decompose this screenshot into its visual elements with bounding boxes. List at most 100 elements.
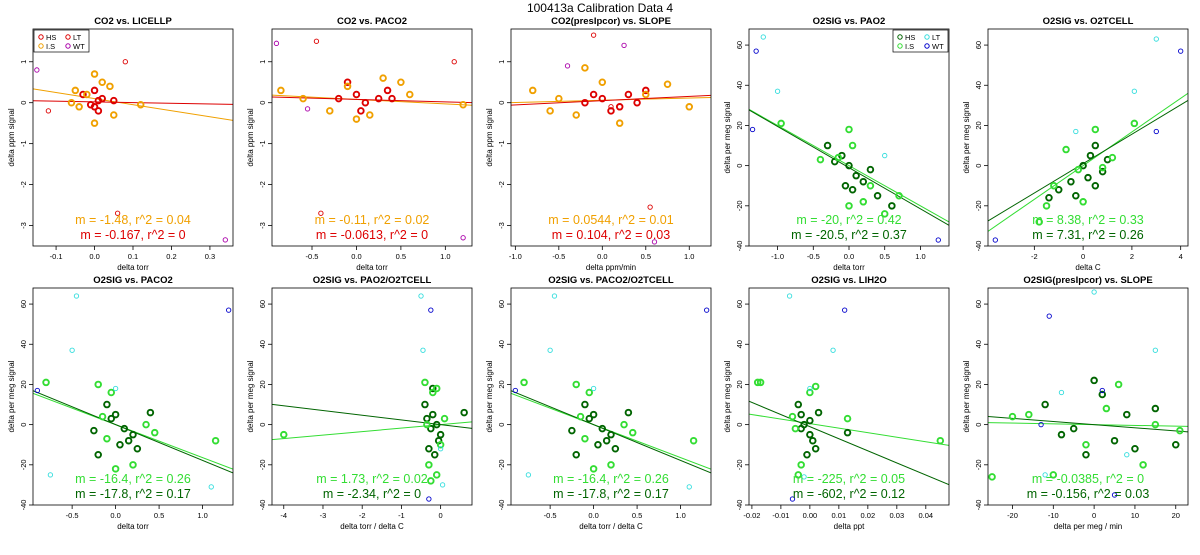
data-point-wt [992, 237, 998, 243]
data-point-hs [430, 451, 439, 459]
data-point-ls [615, 119, 624, 127]
data-point-ls [756, 378, 765, 387]
y-tick-label: 0 [974, 164, 983, 168]
fit-line-2 [511, 94, 711, 106]
data-point-hs [103, 400, 111, 409]
data-point-hs [823, 141, 832, 150]
x-tick-label: -3 [320, 511, 327, 520]
x-tick-label: 0.0 [351, 252, 361, 261]
data-point-hs [1110, 436, 1119, 445]
data-point-hs [1069, 424, 1078, 433]
data-point-wt [1111, 492, 1118, 498]
data-point-wt [621, 42, 627, 49]
data-point-ls [555, 94, 563, 103]
data-point-hs [1041, 400, 1049, 409]
y-tick-label: 60 [974, 41, 983, 49]
x-tick-label: -0.1 [50, 252, 63, 261]
y-tick-label: 20 [258, 380, 267, 388]
data-point-hs [120, 424, 129, 433]
data-point-lt [590, 32, 597, 38]
data-point-ls [397, 78, 405, 86]
data-point-ls [607, 461, 615, 469]
y-tick-label: 40 [735, 81, 744, 89]
data-point-hs [429, 384, 437, 393]
data-point-ls [1050, 181, 1058, 190]
fit-line-2 [988, 415, 1188, 433]
x-axis-label: delta torr [117, 522, 149, 531]
data-point-hs [841, 181, 850, 190]
x-tick-label: 1.0 [440, 252, 450, 261]
data-point-ls [83, 90, 91, 99]
legend-marker-is [897, 43, 903, 49]
data-point-hs [598, 424, 607, 433]
data-point-lt [1131, 88, 1137, 94]
panel-4: O2SIG vs. PAO2 -1.0 -0.5 0.0 0.5 1.0 -40 -20 0 20… [723, 16, 950, 272]
data-point-hs [116, 440, 124, 449]
x-tick-label: 1.0 [675, 511, 685, 520]
data-point-ls [94, 380, 102, 389]
legend-label: WT [932, 42, 944, 51]
data-point-hs [806, 430, 814, 439]
data-point-ls [1049, 471, 1058, 479]
y-axis-label: delta ppm signal [7, 108, 16, 166]
x-tick-label: 0.5 [641, 252, 651, 261]
plot-title: CO2 vs. PACO2 [337, 16, 407, 27]
data-point-hs [811, 444, 820, 453]
y-tick-label: -1 [19, 140, 28, 147]
data-point-wt [935, 237, 941, 243]
data-point-lt [830, 347, 836, 353]
y-tick-label: 20 [497, 380, 506, 388]
legend-marker-hs [38, 34, 44, 40]
data-point-ls [1151, 420, 1160, 429]
data-point-ls [90, 119, 99, 127]
data-point-ls [788, 412, 797, 421]
x-tick-label: -2 [359, 511, 366, 520]
data-point-lt [73, 293, 80, 299]
data-point-hs [427, 424, 435, 433]
fit-annotation-1: m = 8.38, r^2 = 0.33 [1032, 213, 1144, 227]
y-tick-label: 40 [974, 81, 983, 89]
y-tick-label: -2 [19, 181, 28, 188]
legend-label: WT [73, 42, 85, 51]
data-point-ls [797, 461, 805, 469]
fit-annotation-1: m = -16.4, r^2 = 0.26 [553, 472, 669, 486]
y-tick-label: -2 [497, 181, 506, 188]
data-point-hs [79, 90, 87, 99]
data-point-wt [651, 239, 658, 245]
panel-8: O2SIG vs. PACO2/O2TCELL -0.5 0.0 0.5 1.0 -40 -… [485, 275, 712, 531]
data-point-ls [576, 412, 585, 421]
data-point-wt [564, 63, 571, 69]
legend-marker-hs [897, 34, 903, 40]
data-point-hs [581, 98, 589, 107]
data-point-ls [520, 378, 528, 387]
data-point-ls [1025, 410, 1033, 419]
y-tick-label: 40 [974, 340, 983, 348]
panel-3: CO2(presIpcor) vs. SLOPE -1.0 -0.5 0.0 0.5 1.… [485, 16, 712, 272]
y-tick-label: -3 [497, 222, 506, 229]
y-axis-label: delta per meg signal [962, 360, 971, 432]
data-point-ls [1102, 404, 1111, 413]
panel-5: O2SIG vs. O2TCELL-2 0 2 4-40-200204060delta… [962, 16, 1189, 272]
x-tick-label: -1 [398, 511, 405, 520]
data-point-hs [460, 408, 468, 417]
data-point-ls [406, 90, 414, 99]
data-point-ls [459, 100, 467, 109]
data-point-hs [1091, 141, 1100, 150]
fit-annotation-2: m = -2.34, r^2 = 0 [323, 487, 421, 501]
x-tick-label: 0 [1092, 511, 1096, 520]
fit-line-1 [988, 92, 1188, 232]
data-point-lt [313, 38, 320, 44]
data-point-ls [859, 198, 868, 206]
data-point-hs [594, 440, 602, 449]
y-tick-label: -20 [735, 459, 744, 470]
data-point-hs [589, 410, 598, 419]
data-point-ls [628, 428, 637, 437]
data-point-hs [581, 400, 589, 409]
y-tick-label: 0 [735, 164, 744, 168]
legend-marker-lt [924, 34, 930, 40]
fit-annotation-2: m = -20.5, r^2 = 0.37 [791, 228, 907, 242]
data-point-hs [611, 444, 620, 453]
y-tick-label: 0 [19, 423, 28, 427]
x-tick-label: 0.00 [803, 511, 818, 520]
y-tick-label: 40 [258, 340, 267, 348]
